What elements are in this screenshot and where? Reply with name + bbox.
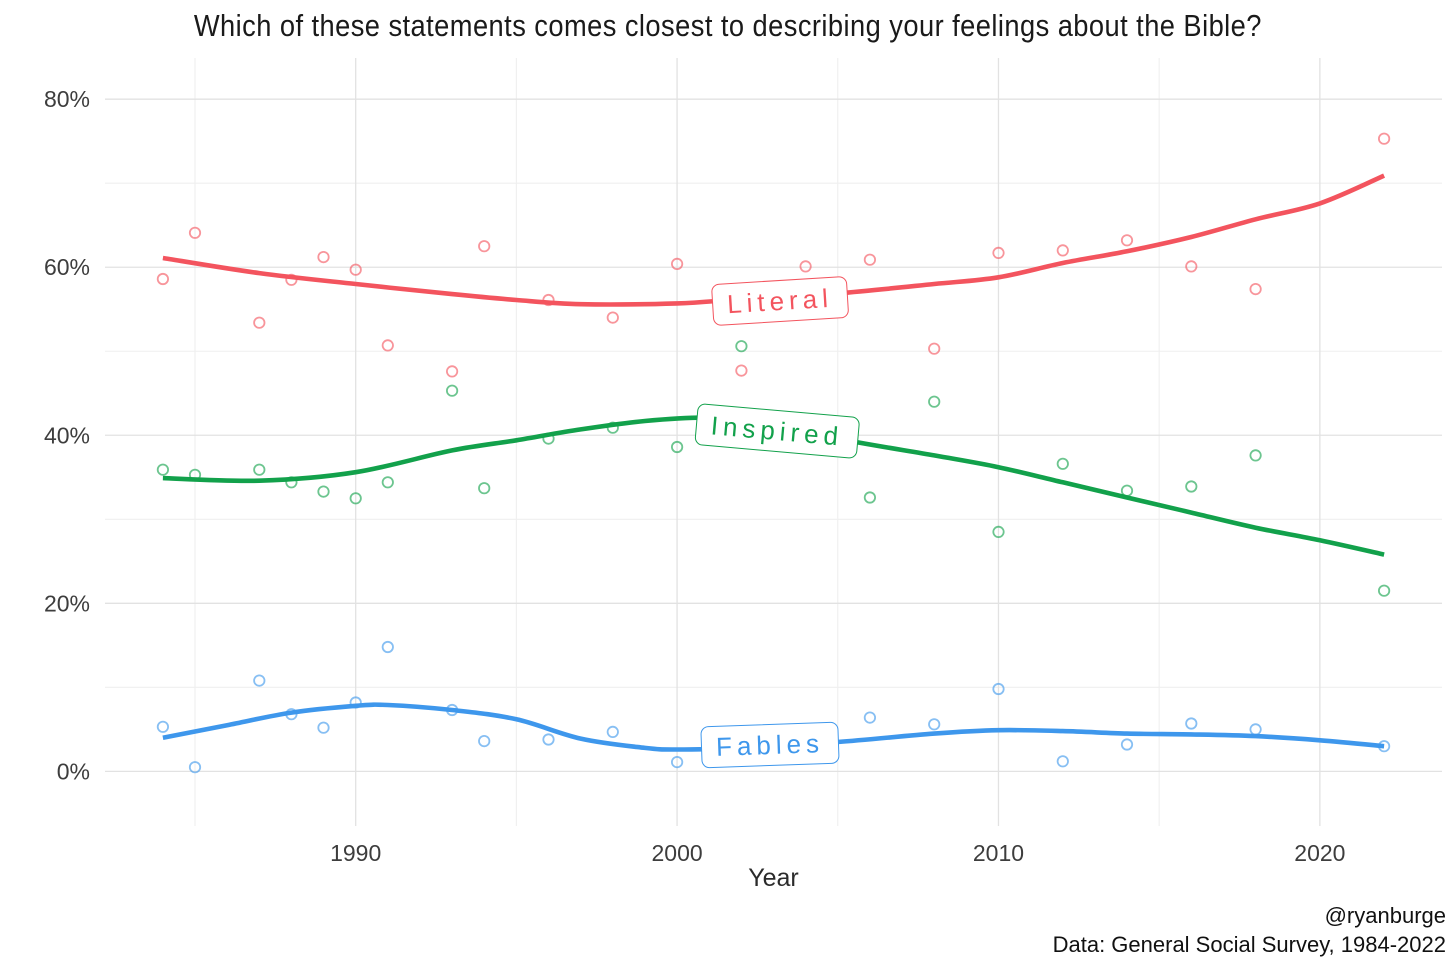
attribution-source: Data: General Social Survey, 1984-2022 (1052, 931, 1446, 957)
data-point-fables (317, 721, 330, 734)
data-point-literal (1185, 260, 1198, 273)
data-point-inspired (445, 384, 459, 397)
x-axis-title: Year (748, 864, 799, 892)
data-point-inspired (542, 432, 555, 445)
data-point-literal (1120, 234, 1134, 247)
data-point-fables (285, 708, 298, 721)
data-point-fables (188, 761, 202, 774)
data-point-inspired (1185, 480, 1198, 493)
data-point-literal (349, 263, 362, 276)
data-point-fables (928, 718, 941, 731)
data-point-inspired (1056, 457, 1069, 470)
data-point-literal (735, 364, 748, 377)
data-point-inspired (863, 491, 877, 504)
data-point-fables (606, 725, 619, 739)
data-point-literal (606, 311, 619, 324)
y-tick-label: 80% (44, 86, 90, 112)
data-point-literal (156, 272, 169, 286)
data-point-fables (1120, 738, 1134, 751)
data-point-fables (863, 711, 877, 724)
x-tick-label: 1990 (330, 840, 381, 866)
data-point-fables (1378, 740, 1391, 753)
data-point-fables (381, 640, 394, 654)
attribution: @ryanburge Data: General Social Survey, … (1053, 901, 1446, 959)
data-point-literal (799, 260, 812, 273)
data-point-literal (928, 342, 941, 355)
data-point-inspired (1249, 449, 1262, 462)
data-point-fables (445, 703, 459, 717)
data-point-literal (445, 365, 459, 378)
data-point-fables (478, 734, 491, 748)
x-tick-label: 2010 (973, 840, 1024, 866)
chart-title: Which of these statements comes closest … (0, 8, 1456, 44)
data-point-literal (188, 226, 202, 239)
data-point-inspired (349, 492, 362, 505)
data-point-inspired (1120, 484, 1134, 497)
data-point-fables (253, 674, 266, 687)
data-point-literal (863, 253, 877, 266)
data-point-inspired (285, 476, 298, 489)
data-point-fables (992, 682, 1005, 696)
data-point-literal (670, 257, 684, 270)
data-point-literal (992, 246, 1005, 259)
data-point-fables (1249, 723, 1262, 736)
data-point-inspired (670, 440, 684, 454)
data-point-fables (156, 720, 169, 733)
data-point-literal (1249, 282, 1262, 296)
data-point-inspired (992, 525, 1005, 539)
data-point-literal (253, 316, 266, 329)
series-label-fables: Fables (700, 721, 840, 769)
data-point-fables (1185, 717, 1198, 730)
data-point-fables (670, 755, 684, 769)
data-point-inspired (735, 340, 748, 353)
data-point-literal (478, 240, 491, 253)
data-point-literal (381, 339, 394, 352)
data-point-literal (1378, 132, 1391, 145)
data-point-inspired (1378, 584, 1391, 597)
x-tick-label: 2020 (1294, 840, 1345, 866)
data-point-literal (542, 293, 555, 307)
attribution-handle: @ryanburge (1324, 902, 1446, 928)
chart-title-text: Which of these statements comes closest … (193, 8, 1263, 43)
data-point-inspired (381, 476, 394, 489)
series-label-literal: Literal (710, 275, 849, 326)
data-point-inspired (606, 421, 619, 434)
data-point-inspired (156, 463, 169, 476)
y-tick-label: 20% (44, 590, 90, 616)
data-point-inspired (928, 395, 941, 408)
data-point-literal (1056, 244, 1069, 257)
data-point-fables (1056, 755, 1069, 768)
data-point-inspired (317, 485, 330, 498)
data-point-inspired (478, 482, 491, 495)
data-point-literal (285, 273, 298, 286)
data-point-fables (349, 696, 362, 709)
y-tick-label: 0% (57, 758, 90, 784)
data-point-inspired (253, 463, 266, 476)
x-tick-label: 2000 (651, 840, 702, 866)
data-point-literal (317, 251, 330, 264)
data-point-fables (542, 733, 555, 746)
data-point-inspired (188, 468, 202, 481)
y-tick-label: 40% (44, 422, 90, 448)
y-tick-label: 60% (44, 254, 90, 280)
